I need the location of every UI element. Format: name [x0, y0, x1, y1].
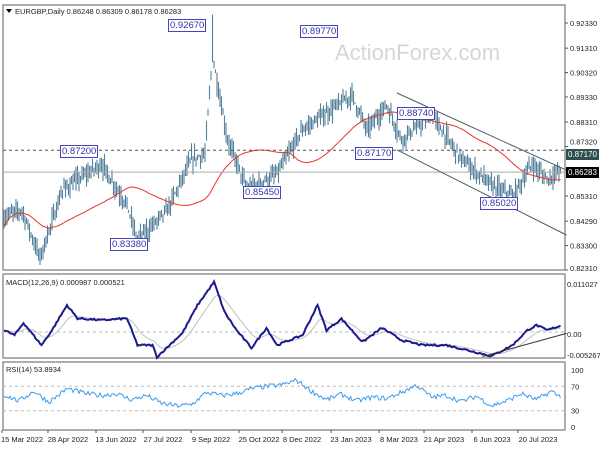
- level-tag: 0.87170: [566, 149, 599, 160]
- macd-line: [3, 278, 561, 360]
- date-label: 8 Mar 2023: [380, 435, 418, 444]
- date-label: 25 Oct 2022: [239, 435, 280, 444]
- price-tick-label: 0.87320: [570, 138, 597, 147]
- date-label: 28 Apr 2022: [48, 435, 88, 444]
- macd-panel: [2, 273, 566, 359]
- macd-tick-label: 0.011027: [567, 280, 598, 289]
- macd-signal-line: [3, 294, 561, 355]
- annotation-label: 0.87200: [60, 145, 99, 158]
- annotation-high: 0.92670: [168, 19, 207, 32]
- rsi-tick-label: 0: [571, 423, 575, 432]
- annotation-label: 0.87170: [355, 147, 394, 160]
- macd-tick-label: 0.00: [567, 330, 582, 339]
- price-tick-label: 0.89330: [570, 93, 597, 102]
- current-price-tag: 0.86283: [566, 167, 599, 178]
- annotation-label: 0.85020: [480, 197, 519, 210]
- price-tick-label: 0.83300: [570, 242, 597, 251]
- rsi-line: [3, 377, 561, 408]
- date-label: 15 Mar 2022: [1, 435, 43, 444]
- price-tick-label: 0.91310: [570, 44, 597, 53]
- rsi-tick-label: 70: [571, 382, 579, 391]
- rsi-panel: [2, 361, 566, 431]
- chart-header: EURGBP,Daily 0.86248 0.86309 0.86178 0.8…: [15, 7, 181, 16]
- moving-average-line: [3, 111, 561, 229]
- date-label: 8 Dec 2022: [283, 435, 321, 444]
- channel-lower-line: [396, 149, 567, 236]
- annotation-label: 0.89770: [300, 25, 339, 38]
- price-tick-label: 0.85310: [570, 192, 597, 201]
- price-tick-label: 0.90320: [570, 69, 597, 78]
- price-tick-label: 0.84290: [570, 217, 597, 226]
- date-label: 27 Jul 2022: [144, 435, 183, 444]
- date-label: 6 Jun 2023: [473, 435, 510, 444]
- annotation-low: 0.83380: [110, 238, 149, 251]
- macd-label: MACD(12,26,9) 0.000987 0.000521: [6, 278, 125, 287]
- price-tick-label: 0.92330: [570, 19, 597, 28]
- rsi-tick-label: 100: [571, 366, 584, 375]
- date-label: 20 Jul 2023: [519, 435, 558, 444]
- rsi-tick-label: 30: [571, 407, 579, 416]
- annotation-label: 0.88740: [397, 107, 436, 120]
- price-tick-label: 0.88310: [570, 118, 597, 127]
- macd-tick-label: -0.005267: [567, 351, 600, 360]
- watermark: ActionForex.com: [335, 40, 501, 65]
- macd-trendline: [482, 332, 567, 358]
- price-tick-label: 0.82310: [570, 264, 597, 273]
- collapse-triangle-icon: [6, 9, 12, 13]
- channel-upper-line: [396, 92, 567, 171]
- date-label: 21 Apr 2023: [424, 435, 464, 444]
- rsi-label: RSI(14) 53.8934: [6, 365, 61, 374]
- date-label: 13 Jun 2022: [95, 435, 136, 444]
- date-label: 23 Jan 2023: [330, 435, 371, 444]
- date-label: 9 Sep 2022: [192, 435, 230, 444]
- annotation-label: 0.85450: [243, 186, 282, 199]
- price-panel: [2, 4, 566, 271]
